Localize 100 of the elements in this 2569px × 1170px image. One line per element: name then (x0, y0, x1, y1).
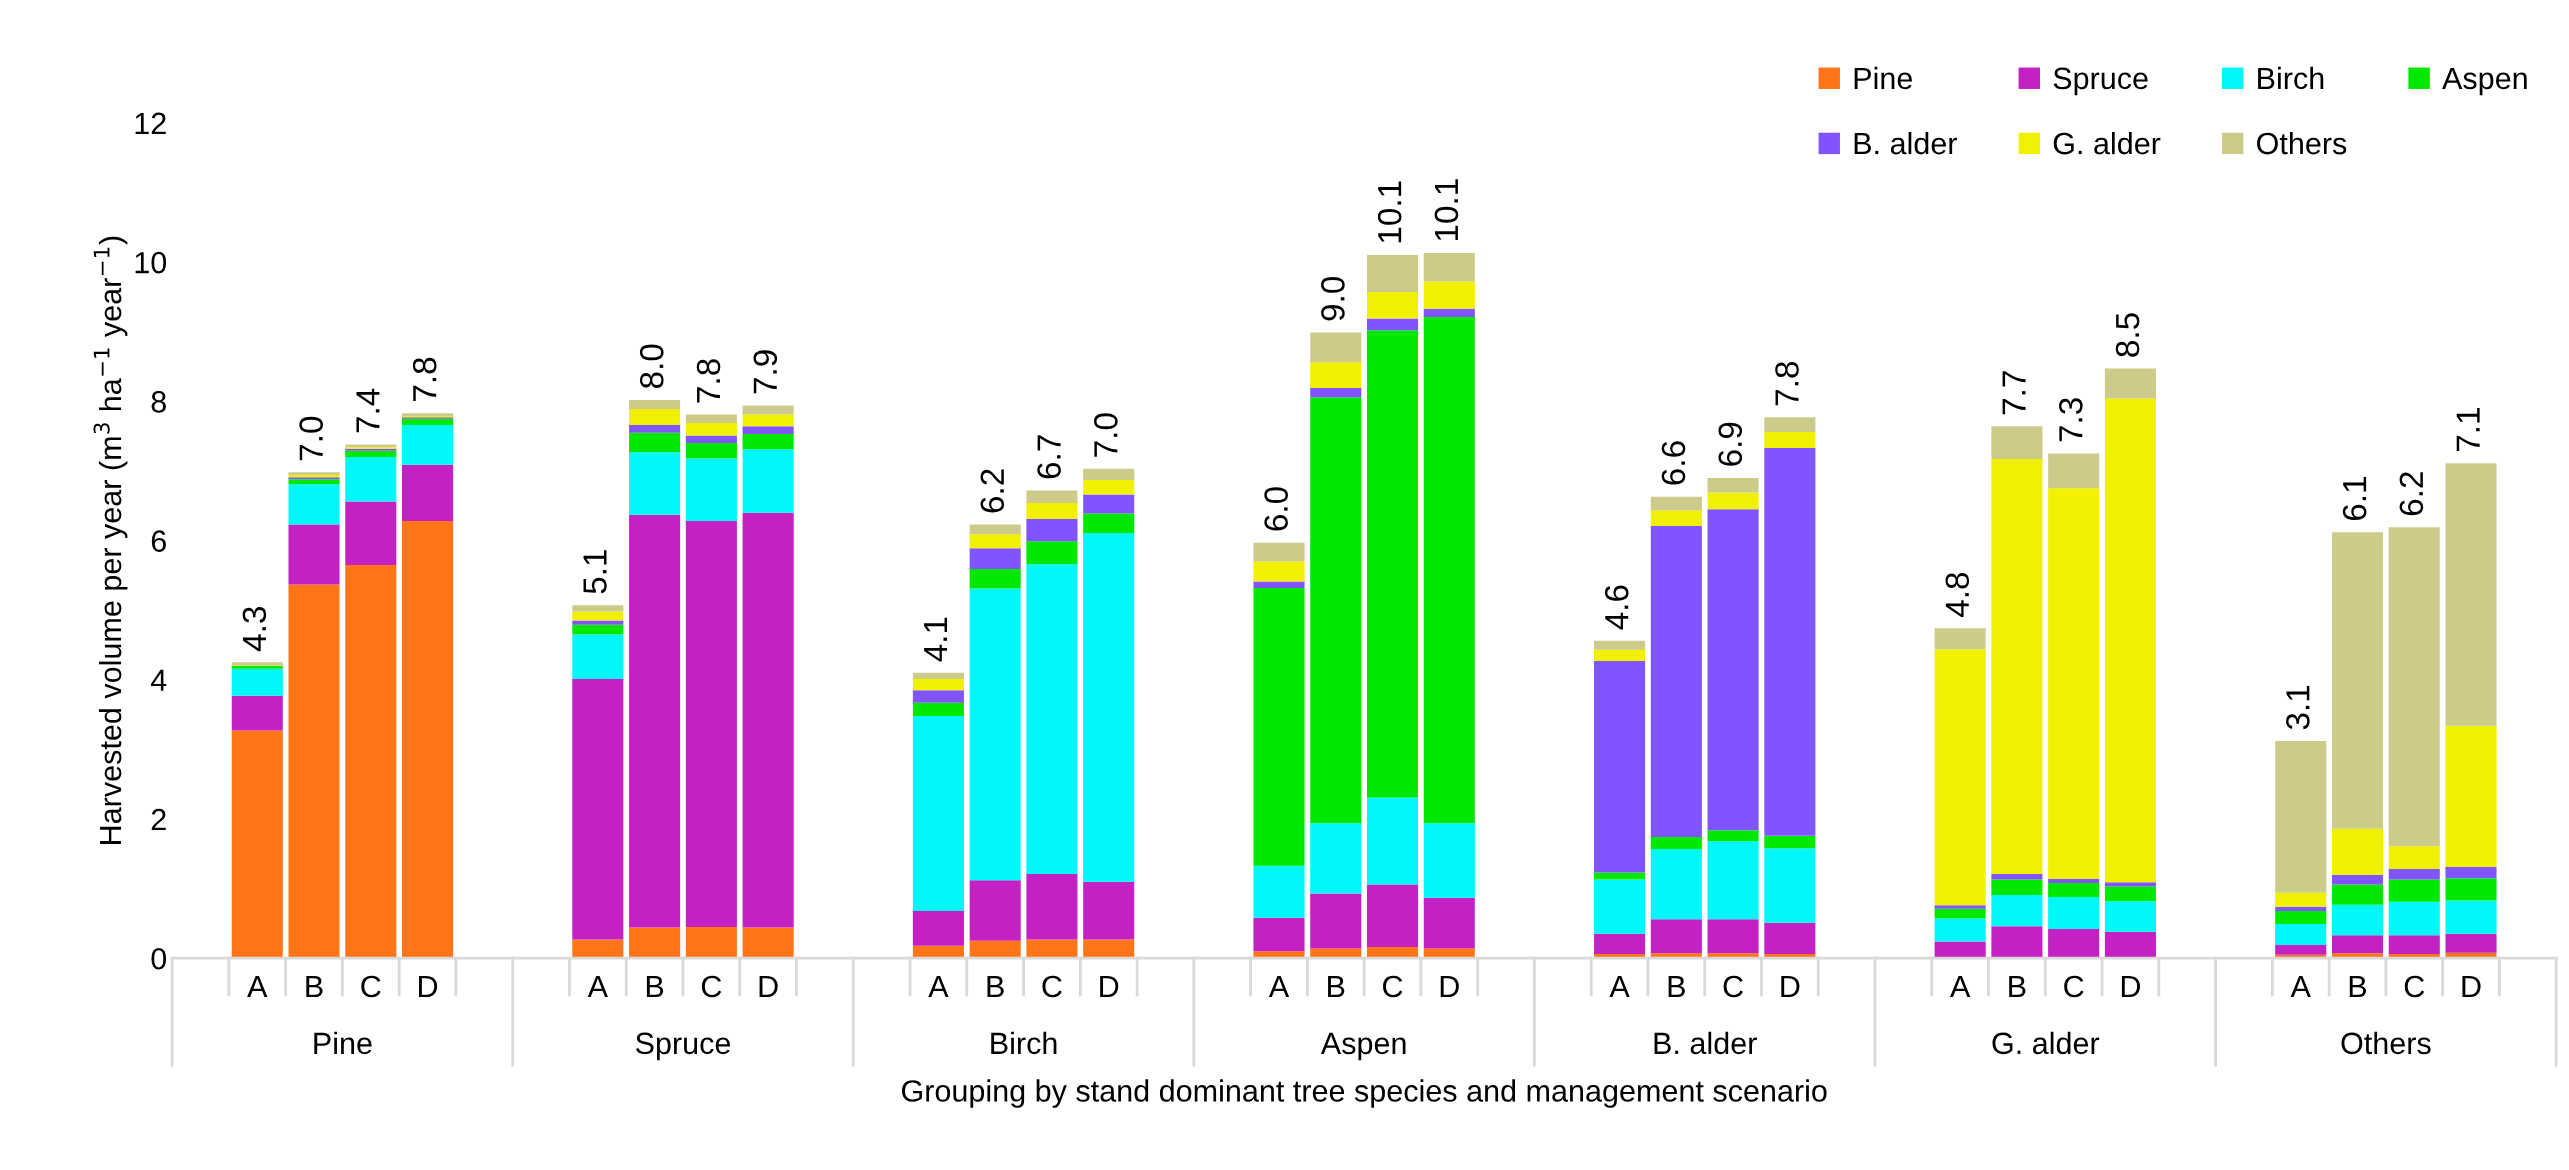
bar (2275, 945, 2327, 955)
bar (1310, 388, 1362, 398)
bar (742, 449, 794, 513)
bar (1991, 426, 2043, 460)
x-tick-label: D (419, 976, 438, 998)
bar (912, 690, 964, 703)
bar (1253, 587, 1305, 866)
bar (1594, 660, 1646, 873)
bar (1934, 918, 1986, 942)
total-label: 3.1 (2286, 685, 2310, 730)
bar (2048, 878, 2100, 884)
bar (685, 443, 737, 459)
bar (2445, 900, 2497, 934)
text: G. alder (1992, 1031, 2100, 1055)
x-tick-label: B (987, 976, 1004, 998)
x-tick-label: D (1440, 976, 1459, 998)
bar (1594, 640, 1646, 650)
bar (685, 435, 737, 444)
bar (402, 464, 454, 522)
x-tick-label: A (247, 976, 268, 998)
bar (1026, 541, 1078, 565)
bar (2104, 882, 2156, 887)
x-tick-label: C (1042, 975, 1062, 998)
bar (1083, 468, 1135, 480)
bar (2048, 896, 2100, 929)
bar (2048, 883, 2100, 897)
y-tick-label: 0 (151, 947, 167, 970)
y-tick-label: 12 (135, 112, 166, 134)
bar (685, 458, 737, 522)
x-tick-label: B (2349, 976, 2367, 998)
bar (345, 501, 397, 565)
total-label: 4.3 (242, 607, 267, 652)
bar (969, 940, 1021, 959)
bar (2048, 453, 2100, 489)
bar (912, 679, 964, 691)
bar (1934, 908, 1986, 919)
bar (572, 611, 624, 621)
bar (969, 880, 1021, 941)
bar (1083, 494, 1135, 514)
bar (1083, 939, 1135, 959)
total-label: 9.0 (1321, 276, 1345, 321)
bar (742, 405, 794, 415)
x-tick-label: A (1950, 976, 1971, 998)
bar (1366, 947, 1419, 959)
bar (1083, 513, 1135, 533)
bar (1253, 561, 1305, 582)
bar (402, 424, 454, 465)
bar (1650, 837, 1702, 849)
bar (2048, 488, 2100, 879)
bar (1423, 308, 1475, 318)
bar (1764, 417, 1816, 432)
bar (288, 584, 340, 959)
bar (629, 927, 681, 959)
text: Pine (314, 1031, 372, 1055)
bar (1991, 459, 2043, 874)
bar (1594, 649, 1646, 661)
bar (1310, 332, 1362, 363)
bar (1764, 922, 1816, 955)
x-tick-label: A (928, 976, 949, 998)
total-label: 6.2 (980, 469, 1005, 513)
legend-label: G. alder (2053, 131, 2161, 155)
bar (1991, 879, 2043, 895)
y-tick-label: 8 (151, 391, 166, 413)
bar (629, 399, 681, 409)
bar (742, 512, 794, 928)
total-label: 7.8 (412, 357, 437, 401)
bar (1366, 797, 1419, 885)
bar (2388, 901, 2440, 936)
bar (1026, 490, 1078, 503)
bar (629, 408, 681, 425)
bar (1423, 281, 1475, 309)
bar (1423, 897, 1475, 949)
text: Aspen (1320, 1032, 1406, 1061)
bar (2331, 828, 2384, 875)
bar (1707, 830, 1759, 842)
legend-label: Spruce (2053, 67, 2148, 96)
bar (1253, 917, 1305, 952)
bar (2445, 878, 2497, 901)
total-label: 7.0 (299, 416, 323, 461)
bar (1083, 532, 1135, 882)
bar (629, 452, 681, 515)
legend-label: Pine (1854, 66, 1912, 90)
bar (629, 424, 681, 433)
bar (2104, 368, 2156, 399)
bar (1310, 823, 1362, 894)
bar (1650, 919, 1702, 954)
bar (629, 514, 681, 928)
bar (969, 588, 1021, 881)
bar (1423, 948, 1475, 959)
x-tick-label: A (587, 976, 608, 998)
y-tick-label: 2 (151, 808, 166, 831)
bar (1707, 477, 1759, 493)
total-label: 7.0 (1094, 413, 1118, 457)
bar (1594, 933, 1646, 955)
x-tick-label: D (2121, 976, 2141, 998)
bar (2331, 935, 2384, 954)
x-tick-label: C (2404, 975, 2425, 998)
x-tick-label: B (306, 976, 323, 998)
bar (1764, 431, 1816, 448)
bar (231, 730, 283, 959)
